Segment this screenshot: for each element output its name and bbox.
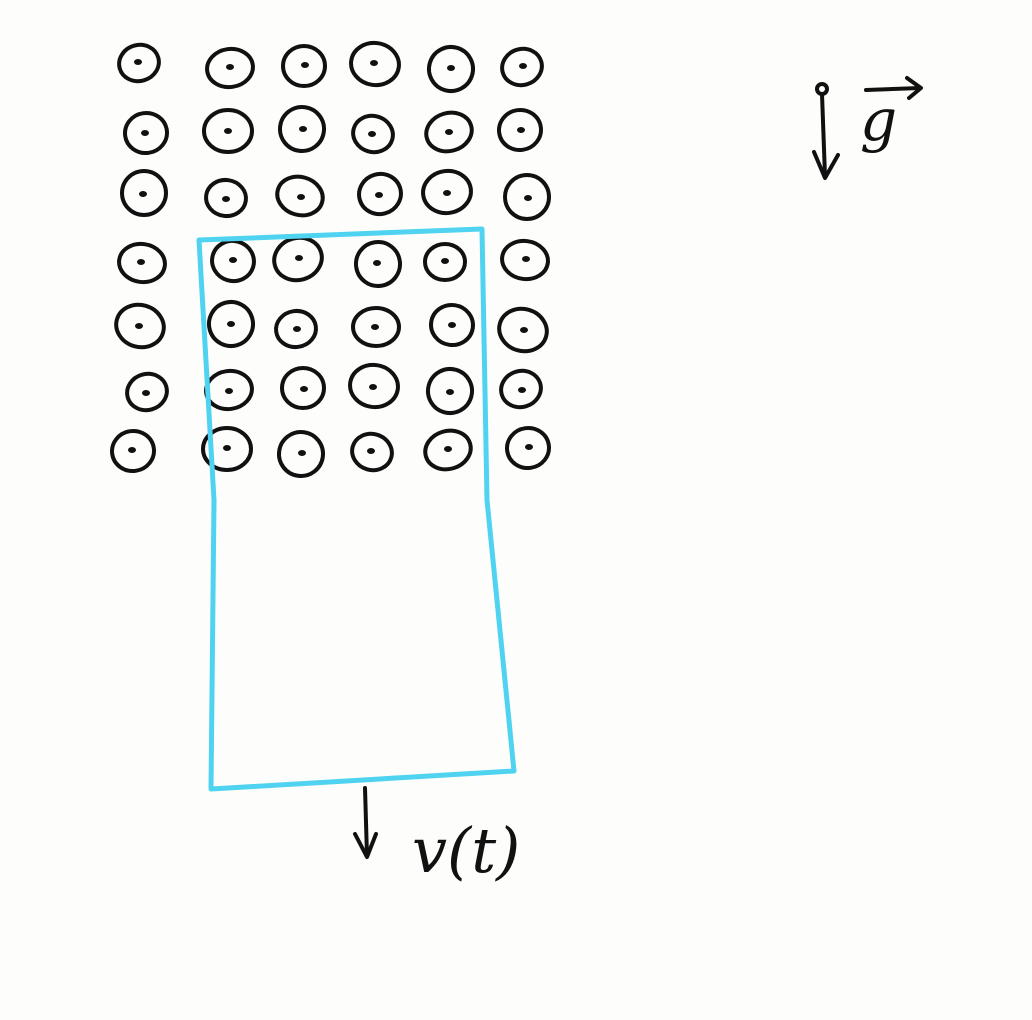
particle: [201, 426, 253, 472]
gravity-arrow-icon: [812, 82, 840, 180]
particle: [497, 107, 543, 153]
particle: [348, 362, 400, 410]
particle: [280, 366, 326, 410]
particle: [275, 174, 325, 218]
particle: [500, 238, 550, 282]
particle: [204, 368, 254, 412]
particle: [357, 171, 403, 217]
particle: [427, 45, 475, 93]
particle: [117, 241, 167, 285]
particle: [117, 42, 161, 84]
particle-grid: [110, 40, 551, 478]
particle: [421, 168, 473, 216]
particle: [110, 428, 156, 474]
particle: [423, 428, 473, 472]
particle: [281, 44, 327, 88]
particle: [500, 46, 544, 88]
particle: [350, 431, 394, 473]
particle: [123, 110, 169, 156]
particle: [497, 306, 549, 354]
particle: [351, 113, 395, 155]
particle: [429, 302, 475, 348]
moving-frame: [196, 226, 517, 792]
particle: [423, 242, 467, 282]
particle: [278, 105, 326, 153]
particle: [349, 40, 401, 88]
particle: [424, 110, 474, 154]
particle: [426, 367, 474, 415]
particle: [210, 238, 256, 284]
particle: [202, 108, 254, 154]
velocity-label: v(t): [412, 814, 520, 887]
particle: [505, 425, 551, 471]
particle: [120, 169, 168, 217]
velocity-arrow-icon: [353, 786, 378, 859]
particle: [204, 177, 248, 219]
particle: [114, 302, 166, 350]
particle: [499, 368, 543, 410]
vector-arrow-icon: [864, 76, 923, 100]
particle: [277, 430, 325, 478]
particle: [351, 306, 401, 348]
particle: [272, 235, 324, 283]
particle: [503, 173, 551, 221]
particle: [125, 371, 169, 413]
particle: [274, 308, 318, 350]
gravity-label: g: [860, 86, 897, 154]
particle: [354, 240, 402, 288]
particle: [205, 46, 255, 90]
particle: [207, 300, 255, 348]
